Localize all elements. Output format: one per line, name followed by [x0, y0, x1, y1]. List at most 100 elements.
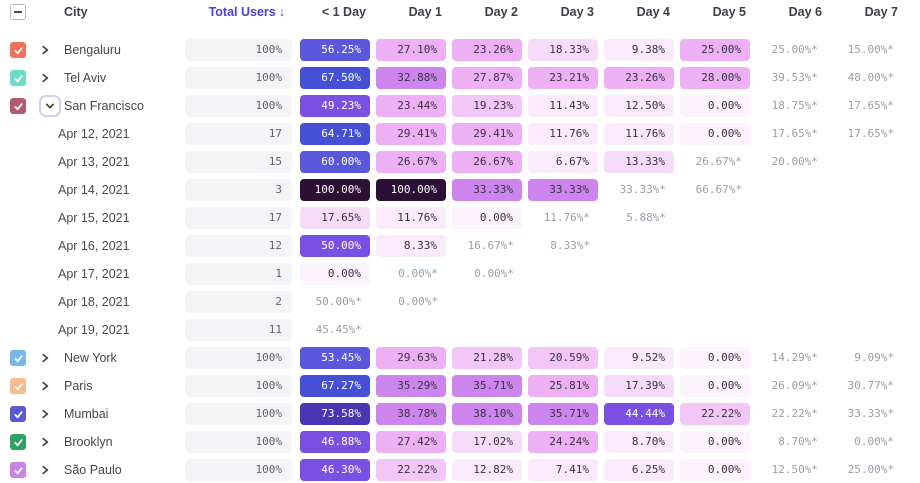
retention-cell-incomplete[interactable]: 17.65%* — [847, 99, 894, 112]
retention-cell[interactable]: 46.88% — [300, 431, 370, 453]
column-header-day-1[interactable]: Day 1 — [408, 5, 442, 19]
retention-cell-incomplete[interactable]: 17.65%* — [771, 127, 818, 140]
retention-cell-incomplete[interactable]: 25.00%* — [771, 43, 818, 56]
column-header-day-3[interactable]: Day 3 — [560, 5, 594, 19]
retention-cell[interactable]: 0.00% — [680, 95, 750, 117]
retention-cell-incomplete[interactable]: 50.00%* — [315, 295, 362, 308]
expand-button-new-york[interactable] — [39, 352, 51, 364]
column-header-day-5[interactable]: Day 5 — [712, 5, 746, 19]
retention-cell[interactable]: 0.00% — [680, 459, 750, 481]
retention-cell-incomplete[interactable]: 12.50%* — [771, 463, 818, 476]
retention-cell-incomplete[interactable]: 25.00%* — [847, 463, 894, 476]
retention-cell-incomplete[interactable]: 17.65%* — [847, 127, 894, 140]
retention-cell[interactable]: 38.78% — [376, 403, 446, 425]
retention-cell[interactable]: 23.21% — [528, 67, 598, 89]
retention-cell[interactable]: 35.29% — [376, 375, 446, 397]
retention-cell[interactable]: 21.28% — [452, 347, 522, 369]
expand-button-mumbai[interactable] — [39, 408, 51, 420]
retention-cell-incomplete[interactable]: 11.76%* — [543, 211, 590, 224]
retention-cell[interactable]: 44.44% — [604, 403, 674, 425]
retention-cell[interactable]: 100.00% — [376, 179, 446, 201]
row-checkbox-mumbai[interactable] — [10, 406, 26, 422]
retention-cell-incomplete[interactable]: 0.00%* — [398, 295, 438, 308]
row-checkbox-new-york[interactable] — [10, 350, 26, 366]
retention-cell[interactable]: 35.71% — [528, 403, 598, 425]
retention-cell[interactable]: 26.67% — [376, 151, 446, 173]
row-checkbox-tel-aviv[interactable] — [10, 70, 26, 86]
retention-cell-incomplete[interactable]: 33.33%* — [847, 407, 894, 420]
column-header-day-6[interactable]: Day 6 — [788, 5, 822, 19]
retention-cell-incomplete[interactable]: 0.00%* — [398, 267, 438, 280]
retention-cell[interactable]: 6.67% — [528, 151, 598, 173]
expand-button-paris[interactable] — [39, 380, 51, 392]
retention-cell[interactable]: 73.58% — [300, 403, 370, 425]
retention-cell[interactable]: 0.00% — [452, 207, 522, 229]
retention-cell[interactable]: 100.00% — [300, 179, 370, 201]
retention-cell[interactable]: 8.70% — [604, 431, 674, 453]
retention-cell[interactable]: 32.88% — [376, 67, 446, 89]
retention-cell[interactable]: 46.30% — [300, 459, 370, 481]
retention-cell[interactable]: 67.27% — [300, 375, 370, 397]
retention-cell[interactable]: 24.24% — [528, 431, 598, 453]
retention-cell[interactable]: 13.33% — [604, 151, 674, 173]
column-header-total-users[interactable]: Total Users ↓ — [185, 5, 292, 19]
retention-cell[interactable]: 25.00% — [680, 39, 750, 61]
retention-cell[interactable]: 18.33% — [528, 39, 598, 61]
retention-cell[interactable]: 11.76% — [528, 123, 598, 145]
retention-cell[interactable]: 0.00% — [680, 123, 750, 145]
retention-cell[interactable]: 22.22% — [376, 459, 446, 481]
retention-cell[interactable]: 9.38% — [604, 39, 674, 61]
retention-cell[interactable]: 49.23% — [300, 95, 370, 117]
retention-cell[interactable]: 11.43% — [528, 95, 598, 117]
retention-cell[interactable]: 56.25% — [300, 39, 370, 61]
retention-cell-incomplete[interactable]: 16.67%* — [467, 239, 514, 252]
retention-cell-incomplete[interactable]: 45.45%* — [315, 323, 362, 336]
retention-cell[interactable]: 53.45% — [300, 347, 370, 369]
retention-cell[interactable]: 27.87% — [452, 67, 522, 89]
retention-cell-incomplete[interactable]: 9.09%* — [854, 351, 894, 364]
retention-cell[interactable]: 50.00% — [300, 235, 370, 257]
retention-cell[interactable]: 0.00% — [680, 375, 750, 397]
retention-cell[interactable]: 23.26% — [452, 39, 522, 61]
retention-cell[interactable]: 8.33% — [376, 235, 446, 257]
retention-cell-incomplete[interactable]: 48.00%* — [847, 71, 894, 84]
retention-cell-incomplete[interactable]: 15.00%* — [847, 43, 894, 56]
retention-cell-incomplete[interactable]: 0.00%* — [854, 435, 894, 448]
expand-button-tel-aviv[interactable] — [39, 72, 51, 84]
retention-cell[interactable]: 27.42% — [376, 431, 446, 453]
retention-cell[interactable]: 9.52% — [604, 347, 674, 369]
retention-cell-incomplete[interactable]: 22.22%* — [771, 407, 818, 420]
retention-cell[interactable]: 0.00% — [680, 431, 750, 453]
retention-cell[interactable]: 12.82% — [452, 459, 522, 481]
column-header-day-4[interactable]: Day 4 — [636, 5, 670, 19]
retention-cell-incomplete[interactable]: 8.70%* — [778, 435, 818, 448]
row-checkbox-bengaluru[interactable] — [10, 42, 26, 58]
expand-button-s-o-paulo[interactable] — [39, 464, 51, 476]
retention-cell[interactable]: 23.26% — [604, 67, 674, 89]
retention-cell[interactable]: 19.23% — [452, 95, 522, 117]
retention-cell[interactable]: 6.25% — [604, 459, 674, 481]
row-checkbox-s-o-paulo[interactable] — [10, 462, 26, 478]
retention-cell[interactable]: 17.65% — [300, 207, 370, 229]
retention-cell[interactable]: 20.59% — [528, 347, 598, 369]
retention-cell[interactable]: 60.00% — [300, 151, 370, 173]
retention-cell[interactable]: 29.41% — [452, 123, 522, 145]
retention-cell-incomplete[interactable]: 14.29%* — [771, 351, 818, 364]
expand-button-brooklyn[interactable] — [39, 436, 51, 448]
retention-cell[interactable]: 0.00% — [680, 347, 750, 369]
retention-cell[interactable]: 29.41% — [376, 123, 446, 145]
retention-cell[interactable]: 67.50% — [300, 67, 370, 89]
retention-cell[interactable]: 38.10% — [452, 403, 522, 425]
retention-cell[interactable]: 28.00% — [680, 67, 750, 89]
column-header-city[interactable]: City — [64, 5, 88, 19]
retention-cell[interactable]: 64.71% — [300, 123, 370, 145]
retention-cell[interactable]: 25.81% — [528, 375, 598, 397]
retention-cell[interactable]: 11.76% — [376, 207, 446, 229]
retention-cell-incomplete[interactable]: 8.33%* — [550, 239, 590, 252]
retention-cell-incomplete[interactable]: 5.88%* — [626, 211, 666, 224]
retention-cell[interactable]: 33.33% — [528, 179, 598, 201]
retention-cell[interactable]: 23.44% — [376, 95, 446, 117]
retention-cell[interactable]: 17.39% — [604, 375, 674, 397]
retention-cell-incomplete[interactable]: 33.33%* — [619, 183, 666, 196]
retention-cell[interactable]: 29.63% — [376, 347, 446, 369]
